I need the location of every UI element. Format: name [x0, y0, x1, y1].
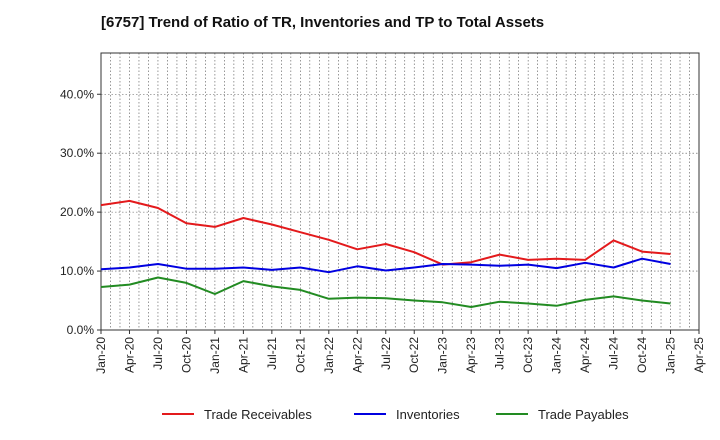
- x-tick-label: Apr-25: [692, 337, 706, 373]
- x-tick-label: Jul-21: [265, 337, 279, 370]
- legend-label: Inventories: [396, 407, 460, 422]
- series-line-inventories: [100, 257, 671, 274]
- x-tick-label: Oct-23: [521, 337, 535, 373]
- x-tick-label: Oct-21: [293, 337, 307, 373]
- y-tick-label: 40.0%: [60, 87, 94, 101]
- series-lines: [100, 199, 671, 308]
- y-tick-label: 30.0%: [60, 146, 94, 160]
- x-tick-label: Apr-21: [236, 337, 250, 373]
- y-axis: 0.0% 10.0% 20.0% 30.0% 40.0%: [60, 87, 101, 337]
- x-tick-label: Jan-24: [550, 337, 564, 374]
- x-axis: Jan-20 Apr-20 Jul-20 Oct-20 Jan-21 Apr-21 Jul-…: [94, 330, 706, 374]
- grid-lines: [100, 53, 699, 330]
- legend-label: Trade Payables: [538, 407, 629, 422]
- y-tick-label: 0.0%: [67, 323, 95, 337]
- x-tick-label: Jan-25: [664, 337, 678, 374]
- y-tick-label: 20.0%: [60, 205, 94, 219]
- x-tick-label: Apr-20: [122, 337, 136, 373]
- x-tick-label: Jul-24: [607, 337, 621, 370]
- x-tick-label: Jan-23: [436, 337, 450, 374]
- x-tick-label: Oct-22: [407, 337, 421, 373]
- x-tick-label: Jul-23: [493, 337, 507, 370]
- x-tick-label: Oct-24: [635, 337, 649, 373]
- y-tick-label: 10.0%: [60, 264, 94, 278]
- x-tick-label: Jan-21: [208, 337, 222, 374]
- chart-title: [6757] Trend of Ratio of TR, Inventories…: [101, 14, 545, 31]
- x-tick-label: Apr-22: [350, 337, 364, 373]
- x-tick-label: Apr-24: [578, 337, 592, 373]
- x-tick-label: Jan-22: [322, 337, 336, 374]
- x-tick-label: Oct-20: [179, 337, 193, 373]
- x-tick-label: Jul-20: [151, 337, 165, 370]
- plot-area-frame: [100, 52, 700, 331]
- legend: Trade Receivables Inventories Trade Payabl…: [162, 407, 629, 422]
- x-tick-label: Jan-20: [94, 337, 108, 374]
- x-tick-label: Jul-22: [379, 337, 393, 370]
- legend-label: Trade Receivables: [204, 407, 312, 422]
- series-line-trade-receivables: [100, 199, 671, 266]
- series-line-trade-payables: [100, 276, 671, 308]
- x-tick-label: Apr-23: [464, 337, 478, 373]
